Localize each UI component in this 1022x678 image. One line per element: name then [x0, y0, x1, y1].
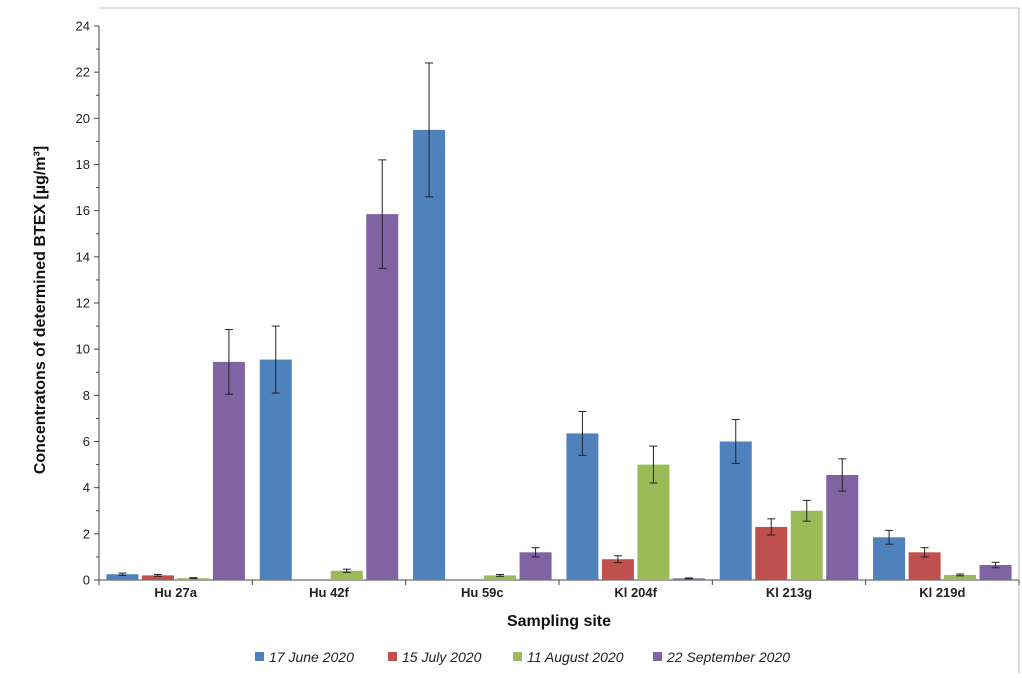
legend-label: 11 August 2020: [527, 649, 624, 665]
bar: [566, 433, 599, 580]
x-category-label: Kl 219d: [919, 585, 965, 600]
bar: [259, 359, 292, 580]
x-category-label: Hu 27a: [154, 585, 197, 600]
x-axis: Hu 27a Hu 42f Hu 59c Kl 204f Kl 213g Kl 219d: [98, 579, 1020, 600]
bar: [330, 570, 363, 580]
y-tick-label: 8: [83, 388, 90, 403]
y-axis-title: Concentratons of determined BTEX [µg/m³]: [32, 146, 49, 474]
legend-label: 15 July 2020: [402, 649, 482, 665]
bar: [826, 474, 859, 580]
y-tick-label: 14: [76, 249, 90, 264]
bar: [212, 361, 245, 580]
y-tick-label: 22: [76, 65, 90, 80]
bar: [790, 510, 823, 580]
x-category-label: Kl 213g: [766, 585, 812, 600]
y-tick-label: 10: [76, 342, 90, 357]
y-tick-label: 20: [76, 111, 90, 126]
bar: [366, 214, 399, 581]
y-tick-label: 0: [83, 573, 90, 588]
chart-border: [99, 7, 1020, 673]
bar: [944, 574, 977, 580]
bar: [413, 129, 446, 580]
legend-label: 17 June 2020: [269, 649, 354, 665]
bar: [979, 564, 1012, 580]
legend: 17 June 2020 15 July 2020 11 August 2020 22…: [255, 649, 790, 665]
bars: [106, 129, 1012, 581]
y-tick-label: 24: [76, 19, 90, 34]
x-category-label: Hu 42f: [309, 585, 349, 600]
y-tick-label: 12: [76, 296, 90, 311]
bar: [601, 559, 634, 580]
error-bars: [118, 62, 1000, 580]
legend-label: 22 September 2020: [666, 649, 790, 665]
y-tick-label: 16: [76, 203, 90, 218]
x-category-label: Hu 59c: [461, 585, 504, 600]
bar: [484, 575, 517, 580]
x-axis-title: Sampling site: [507, 613, 611, 630]
bar: [719, 441, 752, 580]
bar: [755, 526, 788, 580]
y-tick-label: 18: [76, 157, 90, 172]
x-category-label: Kl 204f: [614, 585, 657, 600]
y-tick-label: 6: [83, 434, 90, 449]
legend-swatch: [653, 652, 662, 661]
legend-swatch: [388, 652, 397, 661]
bar: [106, 574, 139, 580]
y-tick-label: 4: [83, 480, 90, 495]
bar: [141, 575, 174, 580]
legend-swatch: [513, 652, 522, 661]
legend-swatch: [255, 652, 264, 661]
bar: [637, 464, 670, 580]
y-tick-label: 2: [83, 526, 90, 541]
